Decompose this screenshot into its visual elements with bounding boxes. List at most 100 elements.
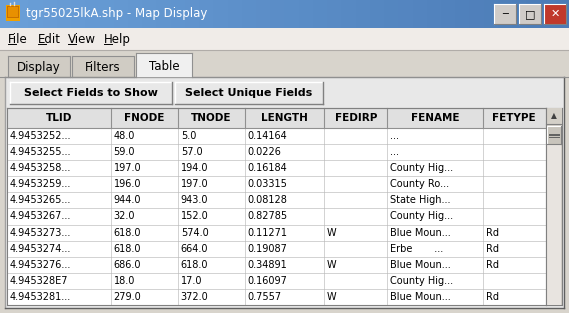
Bar	[142, 0, 158, 28]
Bar	[57, 0, 72, 28]
Text: ...: ...	[390, 147, 399, 157]
Text: ✕: ✕	[550, 9, 560, 19]
Bar	[555, 0, 569, 28]
Text: 4.9453255...: 4.9453255...	[10, 147, 72, 157]
Text: 196.0: 196.0	[114, 179, 141, 189]
Text: □: □	[525, 9, 535, 19]
Bar	[72, 56, 134, 77]
Text: 372.0: 372.0	[181, 292, 208, 302]
Text: County Hig...: County Hig...	[390, 276, 453, 286]
Text: 4.9453259...: 4.9453259...	[10, 179, 71, 189]
Bar	[8, 56, 70, 77]
Text: FETYPE: FETYPE	[493, 113, 536, 123]
Text: Rd: Rd	[485, 260, 498, 270]
Text: 944.0: 944.0	[114, 195, 141, 205]
Bar	[270, 0, 286, 28]
Text: FNODE: FNODE	[124, 113, 164, 123]
Bar	[114, 0, 129, 28]
Text: 0.03315: 0.03315	[248, 179, 288, 189]
Text: 152.0: 152.0	[181, 212, 208, 222]
Text: 59.0: 59.0	[114, 147, 135, 157]
Bar	[469, 0, 485, 28]
Text: 48.0: 48.0	[114, 131, 135, 141]
Text: 574.0: 574.0	[181, 228, 208, 238]
Text: 4.9453265...: 4.9453265...	[10, 195, 71, 205]
Bar	[341, 0, 357, 28]
Text: 0.7557: 0.7557	[248, 292, 282, 302]
Bar	[547, 144, 561, 305]
Bar	[494, 4, 516, 24]
Text: 618.0: 618.0	[114, 228, 141, 238]
Bar	[256, 0, 271, 28]
Text: W: W	[327, 260, 337, 270]
Bar	[71, 0, 86, 28]
Text: 5.0: 5.0	[181, 131, 196, 141]
Text: ─: ─	[502, 9, 508, 19]
Text: 618.0: 618.0	[114, 244, 141, 254]
Text: 943.0: 943.0	[181, 195, 208, 205]
Text: 4.9453258...: 4.9453258...	[10, 163, 71, 173]
Text: 18.0: 18.0	[114, 276, 135, 286]
Text: View: View	[68, 33, 96, 46]
Bar	[171, 0, 186, 28]
Bar	[5, 77, 564, 308]
Text: 197.0: 197.0	[114, 163, 141, 173]
Bar	[484, 0, 499, 28]
Bar	[175, 82, 323, 104]
Bar	[544, 4, 566, 24]
Text: County Ro...: County Ro...	[390, 179, 450, 189]
Bar	[85, 0, 101, 28]
Text: 4.9453274...: 4.9453274...	[10, 244, 71, 254]
Text: Blue Moun...: Blue Moun...	[390, 260, 451, 270]
Bar	[10, 82, 172, 104]
Bar	[185, 0, 200, 28]
Bar	[498, 0, 513, 28]
Text: 0.11271: 0.11271	[248, 228, 288, 238]
Bar	[7, 108, 546, 128]
Text: 0.16184: 0.16184	[248, 163, 287, 173]
Bar	[526, 0, 542, 28]
Text: 279.0: 279.0	[114, 292, 142, 302]
Text: 194.0: 194.0	[181, 163, 208, 173]
Text: Select Unique Fields: Select Unique Fields	[185, 88, 312, 98]
Text: County Hig...: County Hig...	[390, 163, 453, 173]
Text: State High...: State High...	[390, 195, 451, 205]
Text: 4.9453252...: 4.9453252...	[10, 131, 72, 141]
Bar	[0, 28, 569, 51]
Bar	[242, 0, 257, 28]
Bar	[299, 0, 314, 28]
Text: 4.945328E7: 4.945328E7	[10, 276, 68, 286]
Bar	[519, 4, 541, 24]
Bar	[28, 0, 44, 28]
Text: 197.0: 197.0	[181, 179, 208, 189]
Text: W: W	[327, 228, 337, 238]
Bar	[0, 51, 569, 79]
Text: 57.0: 57.0	[181, 147, 203, 157]
Text: 4.9453281...: 4.9453281...	[10, 292, 71, 302]
Text: Edit: Edit	[38, 33, 61, 46]
Bar	[546, 108, 562, 305]
Bar	[43, 0, 58, 28]
Text: Rd: Rd	[485, 244, 498, 254]
Text: 0.19087: 0.19087	[248, 244, 288, 254]
Bar	[100, 0, 115, 28]
Text: 0.0226: 0.0226	[248, 147, 282, 157]
Text: 0.16097: 0.16097	[248, 276, 288, 286]
Text: 4.9453273...: 4.9453273...	[10, 228, 71, 238]
Bar	[14, 0, 30, 28]
Bar	[156, 0, 172, 28]
Text: 4.9453267...: 4.9453267...	[10, 212, 71, 222]
Text: TLID: TLID	[46, 113, 72, 123]
Text: 0.14164: 0.14164	[248, 131, 287, 141]
Text: ▲: ▲	[551, 111, 557, 121]
Text: W: W	[327, 292, 337, 302]
Bar	[128, 0, 143, 28]
Text: Select Fields to Show: Select Fields to Show	[24, 88, 158, 98]
Text: Rd: Rd	[485, 228, 498, 238]
Bar	[541, 0, 556, 28]
Text: 0.08128: 0.08128	[248, 195, 288, 205]
Bar	[512, 0, 527, 28]
Text: Table: Table	[149, 59, 179, 73]
Bar	[546, 108, 562, 124]
Text: tgr55025lkA.shp - Map Display: tgr55025lkA.shp - Map Display	[26, 8, 207, 20]
